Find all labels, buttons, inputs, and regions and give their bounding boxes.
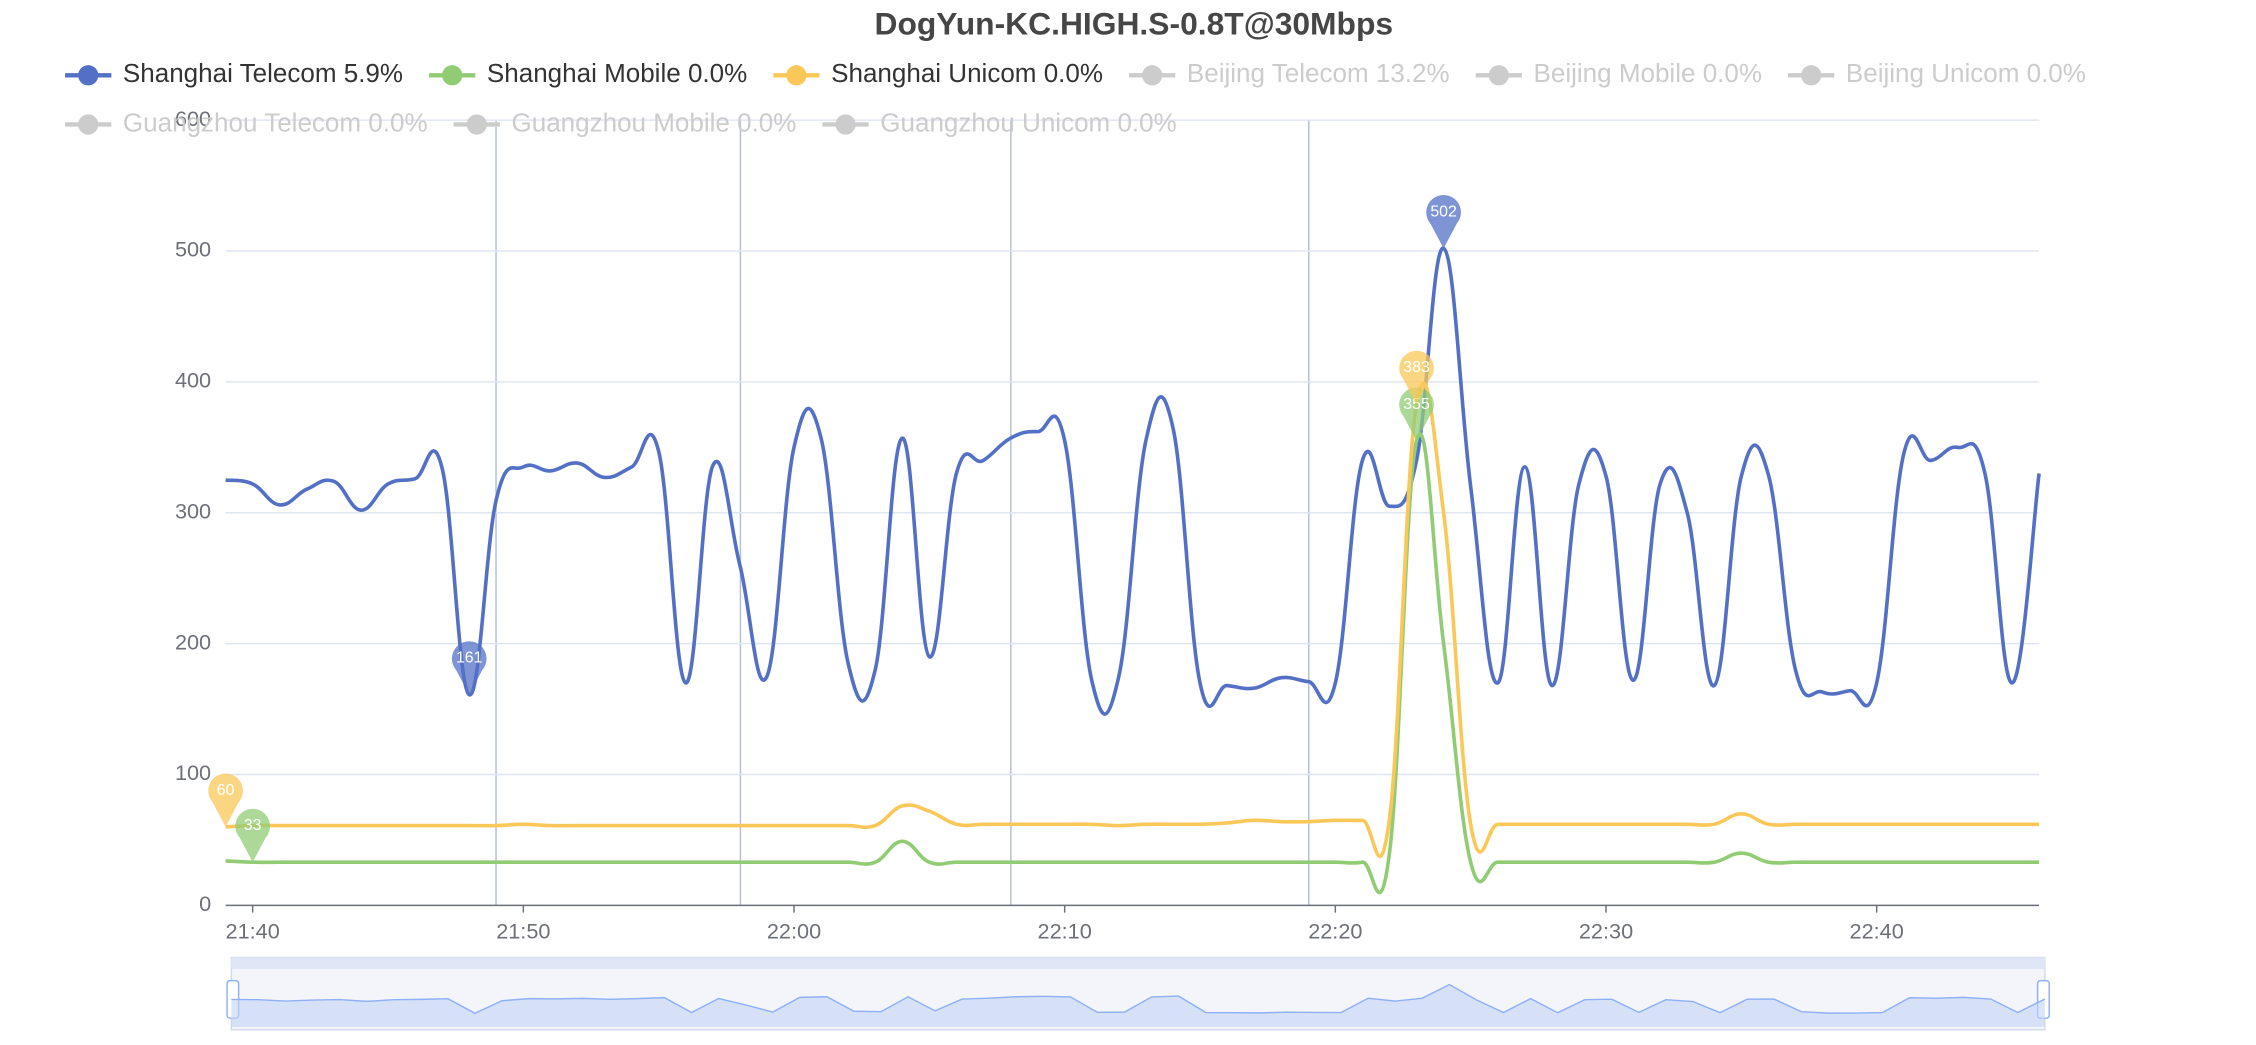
legend-dot <box>835 114 856 135</box>
pin-label: 383 <box>1403 359 1430 376</box>
y-tick-label: 200 <box>175 629 211 654</box>
legend-item[interactable]: Shanghai Unicom 0.0% <box>773 58 1103 88</box>
x-tick-label: 21:50 <box>496 919 550 944</box>
y-tick-label: 500 <box>175 237 211 262</box>
slider-area <box>231 984 2045 1027</box>
y-tick-label: 100 <box>175 760 211 785</box>
legend-label: Beijing Unicom 0.0% <box>1846 58 2086 88</box>
slider-line <box>231 983 2046 1015</box>
pin <box>1399 387 1434 441</box>
y-tick-label: 400 <box>175 368 211 393</box>
pin <box>1399 350 1434 405</box>
pin <box>1426 194 1461 249</box>
legend-item[interactable]: Beijing Mobile 0.0% <box>1475 58 1763 88</box>
legend-item[interactable]: Guangzhou Telecom 0.0% <box>65 107 428 137</box>
x-tick-label: 22:40 <box>1850 919 1904 944</box>
legend-label: Guangzhou Telecom 0.0% <box>123 107 428 137</box>
legend-dot <box>78 114 99 135</box>
series-line <box>225 246 2041 716</box>
mark-point: 33 <box>235 808 271 863</box>
legend-label: Shanghai Mobile 0.0% <box>487 58 747 88</box>
pin-label: 60 <box>217 782 235 799</box>
legend-item[interactable]: Guangzhou Unicom 0.0% <box>822 107 1177 137</box>
pin-label: 33 <box>244 817 262 834</box>
x-tick-label: 22:10 <box>1038 919 1092 944</box>
legend-item[interactable]: Beijing Unicom 0.0% <box>1788 58 2086 88</box>
mark-point: 60 <box>208 773 243 827</box>
y-tick-label: 600 <box>175 106 211 131</box>
legend-dot <box>1801 65 1822 86</box>
mark-point: 383 <box>1399 350 1434 405</box>
x-tick-label: 22:30 <box>1579 919 1633 944</box>
legend-dot <box>78 65 99 86</box>
pin-label: 355 <box>1403 396 1430 413</box>
mark-point: 355 <box>1399 387 1434 441</box>
legend-item[interactable]: Shanghai Telecom 5.9% <box>65 58 403 88</box>
legend-item[interactable]: Beijing Telecom 13.2% <box>1129 58 1450 88</box>
legend-label: Guangzhou Mobile 0.0% <box>511 107 796 137</box>
zoom-bar[interactable] <box>231 957 2045 970</box>
legend-label: Beijing Mobile 0.0% <box>1534 58 1763 88</box>
pin <box>451 641 487 695</box>
legend-label: Shanghai Unicom 0.0% <box>831 58 1103 88</box>
pin <box>235 808 271 863</box>
y-tick-label: 0 <box>199 891 211 916</box>
pin-label: 502 <box>1430 203 1457 220</box>
pin <box>208 773 243 827</box>
legend-label: Shanghai Telecom 5.9% <box>123 58 403 88</box>
y-tick-label: 300 <box>175 499 211 524</box>
legend-dot <box>1488 65 1509 86</box>
mark-point: 161 <box>451 641 487 695</box>
x-tick-label: 21:40 <box>226 919 280 944</box>
series-line <box>225 381 2040 859</box>
x-tick-label: 22:00 <box>767 919 821 944</box>
legend-label: Guangzhou Unicom 0.0% <box>880 107 1176 137</box>
pin-label: 161 <box>456 650 483 667</box>
legend-dot <box>442 65 463 86</box>
legend-item[interactable]: Guangzhou Mobile 0.0% <box>453 107 797 137</box>
x-tick-label: 22:20 <box>1308 919 1362 944</box>
legend-label: Beijing Telecom 13.2% <box>1187 58 1450 88</box>
legend-item[interactable]: Shanghai Mobile 0.0% <box>429 58 747 88</box>
series-line <box>225 432 2040 895</box>
chart-title: DogYun-KC.HIGH.S-0.8T@30Mbps <box>874 6 1393 42</box>
legend-dot <box>1142 65 1163 86</box>
mark-point: 502 <box>1426 194 1461 249</box>
legend-dot <box>466 114 487 135</box>
legend-dot <box>786 65 807 86</box>
